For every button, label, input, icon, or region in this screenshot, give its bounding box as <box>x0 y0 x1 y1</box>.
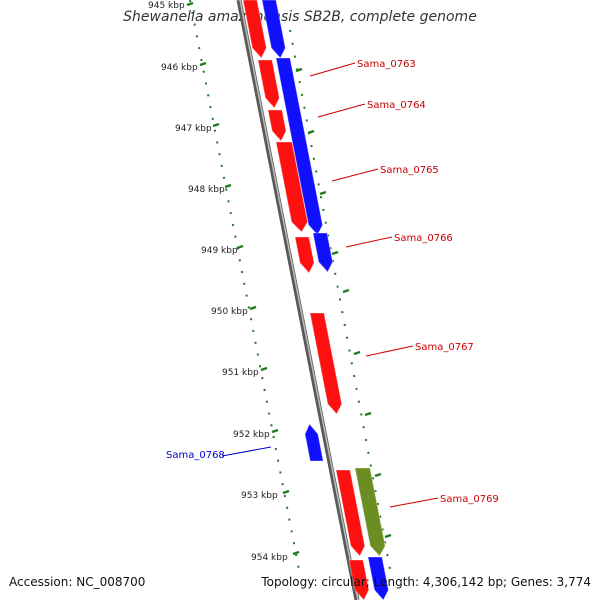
gene-feature-sama-0765-body <box>276 142 308 232</box>
scale-tick <box>186 1 194 7</box>
gene-feature-sama-0769[interactable] <box>335 469 366 557</box>
gene-feature-rev-a-edge <box>261 0 286 59</box>
gene-label[interactable]: Sama_0764 <box>367 100 426 111</box>
scale-label: 954 kbp <box>251 553 288 563</box>
inner-tick <box>319 190 327 196</box>
gene-feature-rna[interactable] <box>354 467 386 557</box>
gene-feature-sama-0769-body <box>336 470 365 556</box>
gene-feature-rev-a[interactable] <box>261 0 286 59</box>
scale-labels: 945 kbp 946 kbp 947 kbp 948 kbp 949 kbp … <box>148 1 288 563</box>
inner-tick <box>295 67 303 73</box>
leader-line <box>345 236 393 248</box>
scale-label: 949 kbp <box>201 246 238 256</box>
gene-feature-rev-c-edge <box>312 232 334 273</box>
gene-feature-rna-body <box>355 468 386 556</box>
inner-tick <box>384 533 392 539</box>
gene-feature-sama-0767-body <box>310 313 342 414</box>
gene-feature-sama-0767-edge <box>309 312 343 415</box>
gene-labels: Sama_0763 Sama_0764 Sama_0765 Sama_0766 … <box>166 59 499 505</box>
gene-feature-rev-b[interactable] <box>275 57 324 236</box>
gene-label[interactable]: Sama_0767 <box>415 342 474 353</box>
gene-feature-prev[interactable] <box>242 0 267 59</box>
scale-tick <box>282 489 290 495</box>
gene-features[interactable] <box>242 0 389 600</box>
gene-label[interactable]: Sama_0765 <box>380 165 439 176</box>
gene-feature-sama-0764[interactable] <box>267 109 287 142</box>
gene-feature-sama-0763-body <box>258 60 280 108</box>
gene-feature-sama-0766-body <box>295 237 315 273</box>
gene-feature-next[interactable] <box>348 559 370 600</box>
scale-label: 948 kbp <box>188 185 225 195</box>
outer-tick-track <box>189 0 301 576</box>
map-title: Shewanella amazonensis SB2B, complete ge… <box>123 9 477 25</box>
gene-label[interactable]: Sama_0769 <box>440 494 499 505</box>
gene-feature-sama-0766[interactable] <box>294 236 315 274</box>
gene-feature-rev-d-edge <box>367 556 389 600</box>
scale-tick <box>271 428 279 434</box>
gene-feature-rev-a-body <box>262 0 286 58</box>
inner-tick <box>353 350 361 356</box>
scale-label: 952 kbp <box>233 430 270 440</box>
gene-feature-sama-0763[interactable] <box>257 59 280 109</box>
gene-feature-next-body <box>349 560 369 600</box>
gene-label[interactable]: Sama_0763 <box>357 59 416 70</box>
gene-feature-rev-b-body <box>276 58 323 235</box>
gene-feature-rev-b-edge <box>275 57 324 236</box>
scale-tick <box>249 305 257 311</box>
scale-label: 953 kbp <box>241 491 278 501</box>
leader-line <box>331 168 379 182</box>
scale-label: 951 kbp <box>222 368 259 378</box>
inner-tick <box>307 129 315 135</box>
gene-feature-rev-c[interactable] <box>312 232 334 273</box>
scale-label: 945 kbp <box>148 1 185 11</box>
gene-feature-sama-0765[interactable] <box>275 141 309 233</box>
label-leaders <box>221 62 439 508</box>
gene-feature-sama-0768-edge <box>304 423 324 462</box>
scale-tick <box>224 183 232 189</box>
inner-tick <box>374 472 382 478</box>
leader-line <box>317 103 366 118</box>
scale-label: 950 kbp <box>211 307 248 317</box>
gene-feature-sama-0768-body <box>304 424 324 461</box>
gene-feature-rev-c-body <box>313 233 333 272</box>
inner-tick <box>342 288 350 294</box>
gene-feature-sama-0769-edge <box>335 469 366 557</box>
scale-label: 946 kbp <box>161 63 198 73</box>
gene-feature-next-edge <box>348 559 370 600</box>
genome-summary: Topology: circular; Length: 4,306,142 bp… <box>261 575 591 589</box>
gene-feature-sama-0764-edge <box>267 109 287 142</box>
gene-label[interactable]: Sama_0768 <box>166 450 225 461</box>
inner-tick <box>331 250 339 256</box>
gene-feature-sama-0766-edge <box>294 236 315 274</box>
leader-line <box>309 62 356 77</box>
scale-label: 947 kbp <box>175 124 212 134</box>
leader-line <box>221 446 272 457</box>
gene-feature-rev-d-body <box>368 557 389 600</box>
accession-label: Accession: NC_008700 <box>9 575 146 589</box>
gene-feature-sama-0763-edge <box>257 59 280 109</box>
scale-tick <box>212 122 220 128</box>
leader-line <box>365 345 414 357</box>
gene-feature-sama-0767[interactable] <box>309 312 343 415</box>
leader-line <box>389 497 439 508</box>
genome-backbone <box>236 0 360 600</box>
inner-tick <box>364 411 372 417</box>
scale-tick <box>292 550 300 556</box>
gene-feature-sama-0765-edge <box>275 141 309 233</box>
gene-label[interactable]: Sama_0766 <box>394 233 453 244</box>
gene-feature-prev-body <box>243 0 267 58</box>
scale-marks <box>186 1 392 556</box>
gene-feature-rev-d[interactable] <box>367 556 389 600</box>
scale-tick <box>199 61 207 67</box>
gene-feature-sama-0764-body <box>268 110 287 141</box>
scale-tick <box>260 366 268 372</box>
gene-feature-rna-edge <box>354 467 386 557</box>
gene-feature-sama-0768[interactable] <box>304 423 324 462</box>
scale-tick <box>236 244 244 250</box>
gene-feature-prev-edge <box>242 0 267 59</box>
